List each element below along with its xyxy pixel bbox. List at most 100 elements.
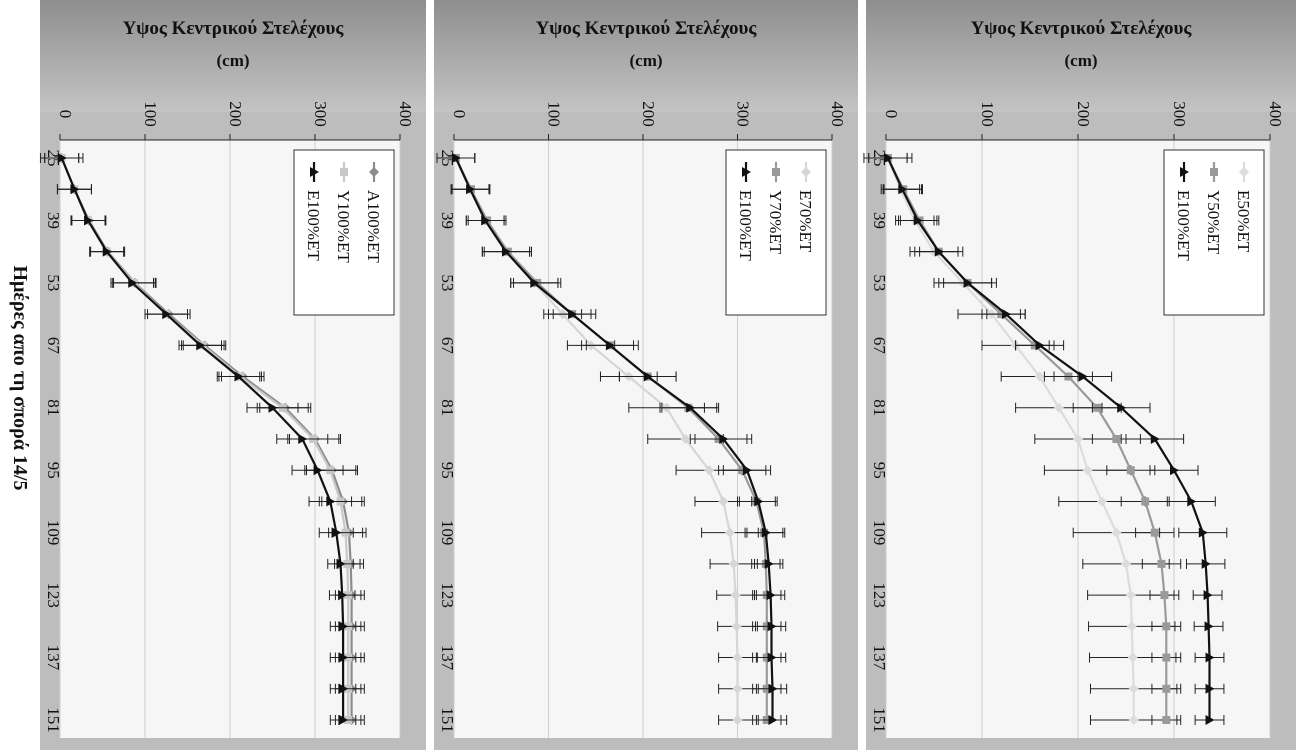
x-axis-title-strip: Ημέρες απο τη σπορά 14/5 — [0, 0, 40, 756]
data-point — [162, 309, 172, 320]
day-tick-label: 81 — [438, 399, 457, 416]
y-axis-title-line-2: (cm) — [1064, 51, 1097, 70]
day-tick-label: 123 — [44, 582, 63, 608]
data-point — [1112, 435, 1121, 443]
data-point — [332, 527, 342, 538]
day-tick-label: 39 — [44, 212, 63, 229]
legend-symbol-marker — [1180, 167, 1189, 177]
day-tick-label: 151 — [870, 707, 889, 733]
day-tick-label: 95 — [870, 462, 889, 479]
data-point — [1162, 653, 1171, 662]
data-point — [1205, 715, 1215, 725]
data-point — [766, 590, 776, 601]
data-point — [339, 683, 349, 694]
data-point — [1150, 434, 1160, 444]
data-point — [719, 434, 729, 444]
value-tick-label: 300 — [311, 101, 330, 127]
value-tick-label: 300 — [1170, 101, 1189, 127]
day-tick-label: 53 — [44, 274, 63, 291]
data-point — [102, 246, 112, 257]
data-point — [643, 371, 653, 382]
data-point — [1203, 590, 1213, 601]
data-point — [1035, 340, 1045, 351]
chart-panel-1: Υψος Κεντρικού Στελέχους (cm) 0 100 200 300 40… — [863, 0, 1296, 750]
data-point — [451, 153, 461, 163]
day-tick-label: 151 — [44, 707, 63, 733]
data-point — [754, 496, 764, 507]
day-tick-label: 67 — [44, 337, 63, 355]
legend: E70%ET Y70%ET E100%ET — [725, 149, 827, 316]
data-point — [339, 652, 349, 663]
data-point — [530, 277, 540, 288]
legend-label: E100%ET — [1174, 190, 1193, 261]
data-point — [724, 527, 735, 538]
day-tick-label: 109 — [438, 520, 457, 546]
day-tick-label: 123 — [438, 582, 457, 608]
legend-label: Y70%ET — [766, 190, 785, 255]
legend-label: E50%ET — [1234, 190, 1253, 253]
data-point — [680, 434, 691, 444]
data-point — [1170, 465, 1179, 476]
legend-symbol-marker — [742, 167, 751, 177]
data-point — [268, 402, 278, 413]
data-point — [1078, 371, 1088, 382]
day-tick-label: 53 — [438, 274, 457, 291]
value-tick-label: 200 — [639, 101, 658, 127]
data-point — [1141, 497, 1150, 506]
data-point — [1198, 527, 1208, 538]
legend-label: E70%ET — [796, 190, 815, 253]
value-tick-label: 100 — [978, 101, 997, 127]
legend-symbol-marker — [1239, 167, 1249, 177]
panel-header-band — [434, 0, 858, 112]
data-point — [1205, 652, 1215, 663]
legend-symbol-marker — [310, 167, 319, 177]
y-axis-title-line-2: (cm) — [629, 51, 662, 70]
data-point — [1126, 621, 1137, 632]
data-point — [764, 558, 774, 569]
data-point — [1128, 683, 1139, 694]
data-point — [704, 465, 715, 476]
data-point — [1082, 465, 1093, 476]
data-point — [732, 652, 743, 663]
data-point — [326, 496, 336, 507]
data-point — [128, 277, 138, 288]
data-point — [686, 402, 696, 413]
panel-header-band — [40, 0, 426, 112]
data-point — [1205, 683, 1215, 694]
legend-symbol-marker — [369, 167, 379, 177]
data-point — [1126, 466, 1135, 475]
value-tick-label: 400 — [1266, 101, 1285, 127]
day-tick-label: 137 — [438, 645, 457, 671]
legend: A100%ET Y100%ET E100%ET — [293, 149, 395, 316]
value-tick-label: 0 — [56, 110, 75, 119]
value-tick-label: 400 — [828, 101, 847, 127]
data-point — [1125, 590, 1136, 601]
day-tick-label: 123 — [870, 582, 889, 608]
data-point — [913, 215, 923, 226]
data-point — [1034, 371, 1045, 382]
data-point — [742, 465, 752, 476]
legend-label: Y50%ET — [1204, 190, 1223, 255]
value-tick-label: 200 — [1074, 101, 1093, 127]
value-tick-label: 0 — [882, 110, 901, 119]
day-tick-label: 109 — [44, 520, 63, 546]
data-point — [718, 496, 729, 507]
data-point — [1201, 558, 1211, 569]
data-point — [1128, 715, 1139, 725]
chart-panel-3: Υψος Κεντρικού Στελέχους (cm) 0 100 200 300 40… — [39, 0, 426, 750]
data-point — [1117, 402, 1127, 413]
legend: E50%ET Y50%ET E100%ET — [1163, 149, 1265, 316]
day-tick-label: 81 — [870, 399, 889, 416]
day-tick-label: 137 — [44, 645, 63, 671]
value-tick-label: 100 — [141, 101, 160, 127]
data-point — [1160, 591, 1169, 600]
data-point — [934, 246, 944, 257]
data-point — [1073, 434, 1083, 444]
legend-symbol-marker — [772, 168, 780, 176]
data-point — [501, 246, 511, 257]
data-point — [568, 309, 578, 320]
data-point — [768, 683, 778, 694]
data-point — [1150, 528, 1159, 537]
data-point — [1157, 559, 1166, 568]
